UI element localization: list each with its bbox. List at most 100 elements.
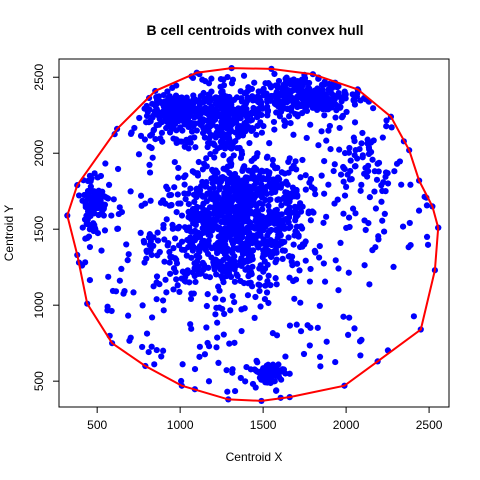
data-point [388,124,395,131]
data-point [142,200,149,207]
y-tick-label: 2500 [32,64,46,91]
data-point [214,249,221,257]
data-point [211,116,219,123]
data-point [203,302,210,310]
data-point [357,97,364,104]
data-point [321,190,328,197]
data-point [101,227,109,234]
data-point [166,248,173,256]
data-point [171,235,179,242]
data-point [217,259,224,266]
data-point [285,87,292,94]
data-point [209,216,216,224]
data-point [299,156,306,164]
data-point [224,179,231,186]
data-point [82,259,89,266]
data-point [201,134,209,141]
data-point [223,166,230,173]
data-point [171,184,178,191]
data-point [232,209,239,216]
data-point [108,212,115,219]
data-point [257,303,264,310]
data-point [331,200,338,207]
data-point [287,120,294,127]
data-point [381,210,388,217]
data-point [109,287,117,295]
data-point [147,238,154,245]
data-point [345,214,353,221]
data-point [319,106,326,113]
data-point [207,232,214,239]
data-point [340,164,347,172]
data-point [99,188,106,195]
data-point [172,268,179,276]
data-point [238,255,245,262]
data-point [292,110,299,118]
data-point [371,168,378,175]
data-point [123,241,130,248]
data-point [271,92,278,99]
data-point [271,126,278,133]
data-point [325,127,332,134]
data-point [218,230,225,237]
data-point [201,351,209,358]
data-point [79,224,86,231]
data-point [173,276,180,283]
data-point [220,91,227,99]
data-point [175,174,182,181]
data-point [263,154,271,161]
data-point [259,201,266,208]
data-point [282,353,289,360]
data-point [83,220,91,227]
data-point [79,197,86,204]
data-point [306,79,313,87]
data-point [204,143,211,151]
data-point [237,88,244,95]
data-point [168,124,175,131]
data-point [297,328,305,335]
data-point [189,247,196,254]
data-point [215,194,222,201]
data-point [232,222,239,230]
data-point [178,212,186,219]
data-point [356,338,364,345]
data-point [286,322,294,329]
data-point [191,366,199,373]
data-point [358,181,365,188]
data-point [256,265,263,272]
data-point [199,244,206,251]
data-point [262,188,269,195]
data-point [206,226,213,233]
data-point [320,219,327,226]
data-point [293,166,300,173]
data-point [361,262,368,269]
data-point [266,207,273,215]
data-point [236,123,244,130]
data-point [373,176,381,183]
data-point [223,206,230,214]
data-point [316,302,323,310]
data-point [189,98,196,105]
data-point [358,140,365,147]
data-point [362,164,369,172]
data-point [297,174,304,181]
data-point [257,231,264,238]
data-point [272,165,279,172]
data-point [246,270,253,277]
data-point [105,273,112,280]
data-point [317,363,324,370]
data-point [173,82,180,89]
x-tick-label: 1000 [167,418,194,432]
data-point [204,291,211,298]
data-point [103,194,110,201]
data-point [183,252,190,259]
data-point [253,131,260,138]
data-point [281,122,288,129]
data-point [257,215,265,223]
data-point [148,251,155,259]
data-point [164,119,171,126]
data-point [273,368,280,375]
data-point [144,108,151,116]
data-point [275,361,282,368]
data-point [174,191,181,198]
